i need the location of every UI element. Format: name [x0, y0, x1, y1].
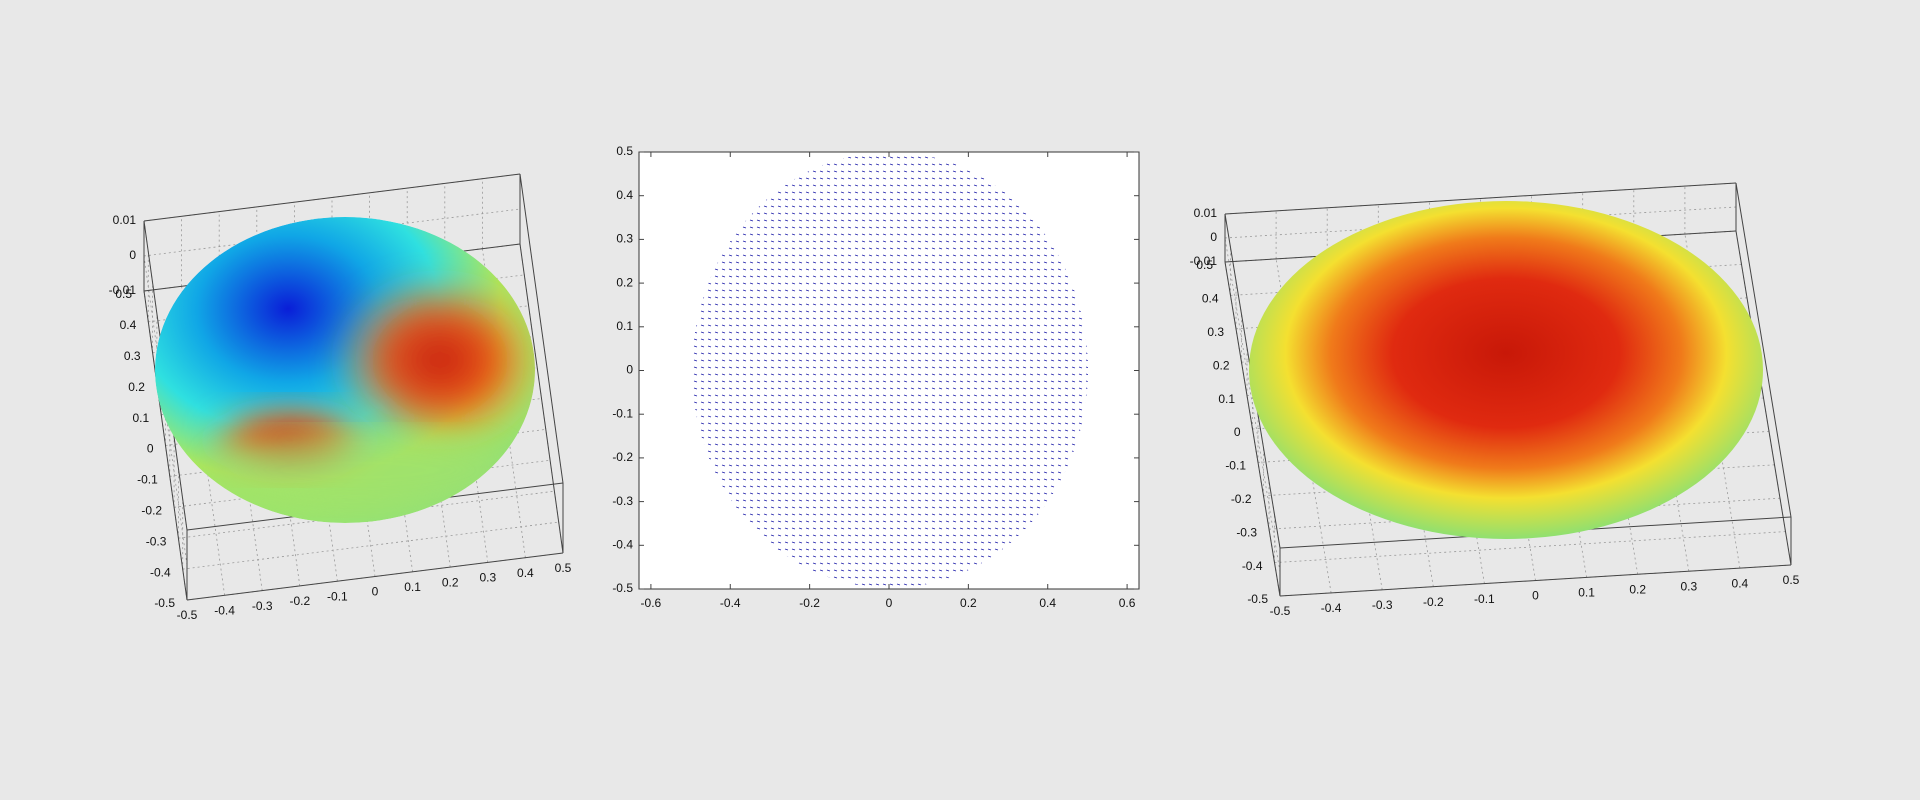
z-tick-label: -0.01 — [1190, 254, 1218, 268]
axis-edge — [186, 552, 564, 601]
grid-line — [1224, 237, 1281, 573]
x-tick-label: -0.1 — [1474, 592, 1495, 606]
x-tick-label: 0.4 — [1039, 596, 1056, 610]
surface-2 — [1249, 201, 1763, 539]
y-tick-label: 0.4 — [1202, 292, 1219, 306]
y-tick-label: 0.1 — [616, 319, 633, 333]
x-tick-label: -0.3 — [1372, 598, 1393, 612]
x-tick-label: 0.2 — [960, 596, 977, 610]
x-tick-label: 0.2 — [442, 575, 459, 589]
x-tick-label: 0 — [1532, 589, 1539, 603]
z-tick-label: -0.01 — [109, 283, 137, 297]
x-tick-label: 0.6 — [1119, 596, 1136, 610]
grid-line — [1275, 258, 1332, 593]
y-tick-label: -0.4 — [150, 565, 171, 579]
y-tick-label: 0 — [147, 442, 154, 456]
x-tick-label: 0 — [372, 585, 379, 599]
y-tick-label: 0.5 — [1196, 258, 1213, 272]
y-tick-label: 0 — [1234, 425, 1241, 439]
y-tick-label: 0.4 — [616, 188, 633, 202]
y-tick-label: 0.5 — [616, 144, 633, 158]
grid-line — [1684, 234, 1741, 569]
x-tick-label: -0.4 — [214, 603, 235, 617]
y-tick-label: -0.3 — [146, 534, 167, 548]
y-tick-label: 0.3 — [124, 349, 141, 363]
x-tick-label: -0.6 — [641, 596, 662, 610]
z-tick-label: 0 — [1210, 230, 1217, 244]
x-tick-label: -0.1 — [327, 589, 348, 603]
x-tick-label: 0.3 — [1680, 579, 1697, 593]
z-tick-label: 0.01 — [113, 213, 137, 227]
y-tick-label: -0.2 — [1231, 492, 1252, 506]
grid-line — [1633, 237, 1690, 572]
grid-line — [1582, 240, 1639, 575]
x-tick-label: 0.3 — [479, 571, 496, 585]
x-tick-label: -0.4 — [720, 596, 741, 610]
grid-line — [1274, 531, 1786, 563]
grid-line — [1377, 252, 1434, 587]
axis-edge — [143, 173, 521, 222]
y-tick-label: 0.1 — [1218, 392, 1235, 406]
x-tick-label: 0.5 — [555, 561, 572, 575]
y-tick-label: 0.5 — [115, 287, 132, 301]
axis-edge — [1224, 261, 1281, 597]
y-tick-label: -0.5 — [154, 596, 175, 610]
quiver-field — [692, 152, 1088, 588]
axis-edge — [143, 290, 188, 601]
x-tick-label: 0 — [886, 596, 893, 610]
y-tick-label: -0.5 — [612, 581, 633, 595]
y-tick-label: 0.2 — [1213, 358, 1230, 372]
y-tick-label: 0.4 — [120, 318, 137, 332]
x-tick-label: -0.5 — [177, 608, 198, 622]
surface-1 — [155, 217, 535, 523]
x-tick-label: 0.4 — [1732, 576, 1749, 590]
axis-edge — [1735, 182, 1792, 518]
x-tick-label: -0.2 — [289, 594, 310, 608]
axis-edge — [519, 243, 564, 554]
y-tick-label: 0.2 — [128, 380, 145, 394]
axis-edge — [519, 173, 564, 484]
y-tick-label: 0.3 — [616, 232, 633, 246]
x-tick-label: 0.5 — [1783, 573, 1800, 587]
axis-edge — [1224, 182, 1737, 215]
x-tick-label: -0.4 — [1321, 601, 1342, 615]
y-tick-label: 0.2 — [616, 275, 633, 289]
z-tick-label: 0.01 — [1194, 206, 1218, 220]
y-tick-label: -0.2 — [612, 450, 633, 464]
y-tick-label: -0.5 — [1247, 592, 1268, 606]
x-tick-label: 0.1 — [404, 580, 421, 594]
x-tick-label: 0.4 — [517, 566, 534, 580]
axis-edge — [1735, 230, 1792, 566]
y-tick-label: 0 — [626, 363, 633, 377]
grid-line — [1326, 255, 1383, 590]
y-tick-label: 0.1 — [133, 411, 150, 425]
x-tick-label: -0.3 — [252, 599, 273, 613]
y-tick-label: -0.1 — [137, 473, 158, 487]
y-tick-label: -0.4 — [612, 537, 633, 551]
x-tick-label: -0.2 — [799, 596, 820, 610]
x-tick-label: -0.5 — [1270, 604, 1291, 618]
grid-line — [182, 521, 559, 570]
grid-line — [178, 490, 555, 539]
y-tick-label: -0.3 — [1236, 525, 1257, 539]
y-tick-label: -0.3 — [612, 494, 633, 508]
x-tick-label: 0.2 — [1629, 582, 1646, 596]
grid-line — [143, 208, 521, 257]
y-tick-label: -0.1 — [612, 406, 633, 420]
quiver-plot: -0.6 -0.4 -0.2 0 0.2 0.4 0.6 -0.5 -0.4 -0.3 -0.2 -0… — [612, 144, 1139, 610]
y-tick-label: -0.2 — [141, 503, 162, 517]
y-tick-label: -0.4 — [1242, 559, 1263, 573]
y-tick-label: -0.1 — [1225, 459, 1246, 473]
x-tick-label: 0.1 — [1578, 586, 1595, 600]
axis-edge — [1279, 564, 1792, 597]
x-tick-label: -0.2 — [1423, 595, 1444, 609]
y-tick-label: 0.3 — [1207, 325, 1224, 339]
z-tick-label: 0 — [129, 248, 136, 262]
